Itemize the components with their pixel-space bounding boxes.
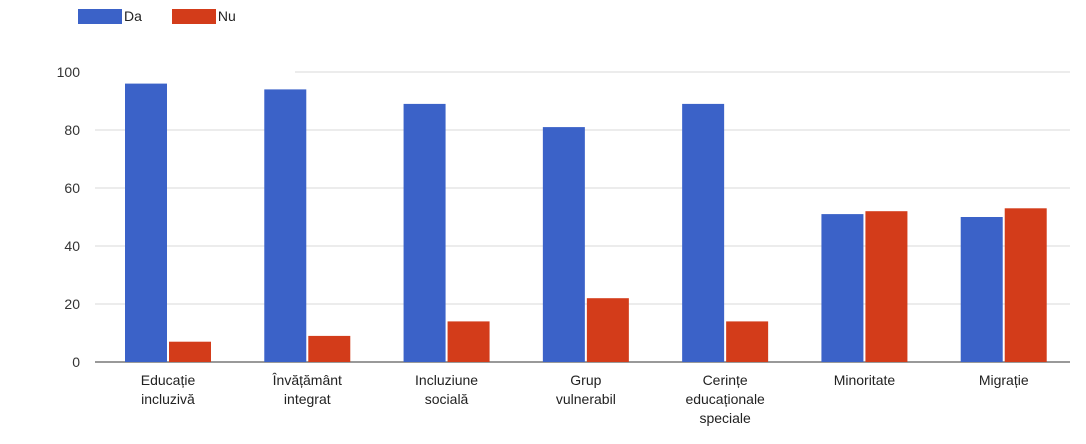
legend-item-nu[interactable]: Nu <box>171 8 236 24</box>
bar-da-2 <box>403 103 446 363</box>
x-tick-label-5: Minoritate <box>834 372 896 388</box>
y-tick-label-0: 0 <box>72 354 80 370</box>
x-tick-label-1: Învățământ integrat <box>272 372 342 407</box>
x-tick-label-3: Grup vulnerabil <box>556 372 616 407</box>
bar-da-4 <box>682 103 725 363</box>
bar-nu-0 <box>169 341 211 362</box>
y-tick-label-40: 40 <box>64 238 80 254</box>
legend-item-da[interactable]: Da <box>78 8 142 24</box>
x-tick-label-6: Migrație <box>979 372 1029 388</box>
bar-nu-6 <box>1004 208 1047 362</box>
bar-da-5 <box>821 214 864 362</box>
legend-label-nu: Nu <box>217 8 236 24</box>
bar-da-1 <box>264 89 307 363</box>
bar-nu-5 <box>865 211 908 362</box>
x-tick-label-4: Cerințe educaționale speciale <box>685 372 765 426</box>
bar-da-0 <box>125 83 167 362</box>
legend-label-da: Da <box>124 8 142 24</box>
x-tick-label-2: Incluziune socială <box>415 372 478 407</box>
y-tick-label-80: 80 <box>64 122 80 138</box>
bar-nu-1 <box>308 335 351 362</box>
bar-da-3 <box>542 127 585 362</box>
bar-nu-4 <box>726 321 769 362</box>
y-tick-label-20: 20 <box>64 296 80 312</box>
legend-swatch-nu <box>171 8 216 24</box>
bar-nu-2 <box>447 321 490 362</box>
x-tick-label-0: Educație incluzivă <box>141 372 196 407</box>
bar-da-6 <box>960 217 1003 362</box>
y-tick-label-60: 60 <box>64 180 80 196</box>
y-tick-label-100: 100 <box>57 64 81 80</box>
bar-nu-3 <box>586 298 629 362</box>
chart-legend: Da Nu <box>78 8 266 24</box>
legend-swatch-da <box>78 8 122 24</box>
